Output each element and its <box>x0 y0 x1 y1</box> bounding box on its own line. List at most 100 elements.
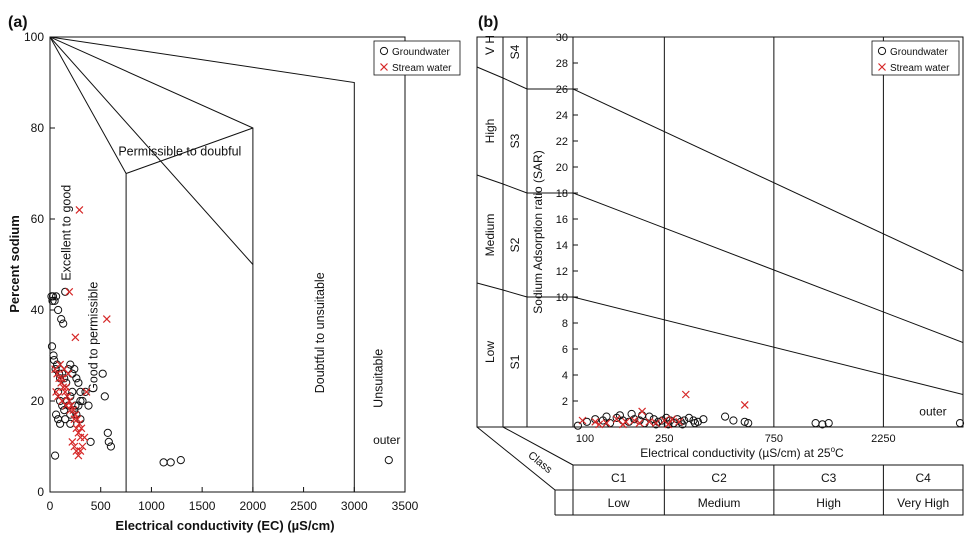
panel-b-y-tick-label: 18 <box>556 188 568 200</box>
panel-a-legend-groundwater-marker <box>379 46 389 56</box>
panel-a-groundwater-point <box>78 396 87 406</box>
panel-a-stream-point <box>59 383 68 392</box>
panel-a-groundwater-point <box>61 415 70 424</box>
panel-b-salinity-class-label: Low <box>608 496 630 510</box>
panel-b-x-tick-label: 2250 <box>871 433 895 445</box>
panel-a-groundwater-point <box>62 378 71 387</box>
panel-a-groundwater-point <box>106 442 116 451</box>
panel-b-groundwater-point <box>635 416 644 425</box>
panel-a-stream-point <box>72 424 81 433</box>
panel-a-y-tick-label: 100 <box>24 30 44 44</box>
panel-b-stream-point <box>664 420 673 429</box>
panel-a-groundwater-point <box>384 456 393 465</box>
panel-b-boundary-line <box>573 192 963 343</box>
panel-a-annotation-outer: outer <box>373 433 400 447</box>
panel-b-x-axis-label: Electrical conductivity (µS/cm) at 25oC <box>640 445 844 460</box>
panel-b-boundary-line <box>573 296 963 395</box>
panel-a-label: (a) <box>8 14 28 31</box>
panel-a-stream-point <box>52 387 61 396</box>
panel-b-groundwater-point <box>744 419 753 428</box>
panel-a-groundwater-point <box>55 369 64 378</box>
panel-b-groundwater-point <box>811 419 820 428</box>
panel-a-x-ticks: 0 500 1000 1500 2000 2500 3000 3500 <box>47 487 419 513</box>
panel-b-sodium-class-label: Medium <box>483 214 497 257</box>
panel-b-groundwater-point <box>615 411 625 420</box>
panel-a-x-tick-label: 1000 <box>138 499 165 513</box>
panel-a-groundwater-point <box>68 369 77 378</box>
panel-b-y-tick-label: 4 <box>562 370 568 382</box>
panel-b-points <box>573 390 965 430</box>
panel-a-groundwater-point <box>59 319 68 328</box>
panel-a-groundwater-point <box>98 369 107 378</box>
panel-b-stream-point <box>618 420 627 429</box>
panel-a-annotations: outer <box>373 433 400 447</box>
panel-b-annotation-outer: outer <box>919 404 946 418</box>
panel-a-groundwater-point <box>74 378 83 387</box>
panel-b-stream-point <box>668 415 676 424</box>
panel-b-stream-point <box>675 417 684 426</box>
panel-a-y-tick-label: 20 <box>31 394 45 408</box>
panel-b-salinity-class-label: Very High <box>897 496 949 510</box>
panel-b-legend-stream-marker <box>878 63 886 71</box>
panel-a-y-axis-label: Percent sodium <box>7 215 22 313</box>
panel-a-stream-point <box>75 205 84 214</box>
panel-a-stream-point <box>78 442 87 451</box>
panel-a-stream-point <box>102 315 111 324</box>
panel-a-groundwater-point <box>52 410 61 419</box>
panel-a-region-label: Good to permissible <box>87 282 101 393</box>
panel-a-groundwater-point <box>100 392 109 401</box>
panel-b-legend: Groundwater Stream water <box>871 40 960 76</box>
panel-b-y-tick-label: 10 <box>556 292 568 304</box>
panel-a-x-tick-label: 2000 <box>240 499 267 513</box>
panel-b-groundwater-point <box>699 415 708 424</box>
panel-b-sodium-class-code: S1 <box>508 354 522 369</box>
panel-b-stream-point <box>595 420 604 429</box>
panel-a-legend-box <box>373 40 461 76</box>
panel-a-groundwater-point <box>54 305 63 315</box>
panel-a-groundwater-point <box>84 401 93 410</box>
panel-a-groundwater-point <box>58 369 67 378</box>
panel-a-y-ticks: 0 20 40 60 80 100 <box>24 30 55 499</box>
panel-b-annotations: outer <box>919 404 946 418</box>
panel-b-y-tick-label: 2 <box>562 396 568 408</box>
panel-b-stream-point <box>612 415 621 424</box>
panel-b-y-tick-label: 8 <box>562 318 568 330</box>
panel-a-groundwater-point <box>81 387 90 396</box>
panel-a-groundwater-point <box>159 458 168 467</box>
panel-a-groundwater-point <box>166 458 175 467</box>
panel-b-sodium-band-divider <box>476 66 573 90</box>
panel-b-stream-point <box>638 407 647 416</box>
panel-b-y-tick-label: 16 <box>556 214 568 226</box>
panel-b-stream-point <box>591 417 600 426</box>
panel-a-stream-point <box>55 374 64 383</box>
panel-a-groundwater-point <box>54 387 63 396</box>
panel-a-stream-point <box>70 415 79 424</box>
panel-a-stream-point <box>80 433 89 442</box>
panel-a-stream-point <box>82 387 91 396</box>
panel-a-x-tick-label: 3000 <box>341 499 368 513</box>
panel-a-groundwater-point <box>86 437 95 446</box>
panel-a-region-label: Unsuitable <box>372 349 386 408</box>
panel-b-sodium-band-divider <box>476 174 573 194</box>
panel-a-stream-point <box>68 438 77 446</box>
panel-a-x-tick-label: 1500 <box>189 499 216 513</box>
panel-a-groundwater-point <box>76 387 85 396</box>
panel-a-groundwater-point <box>50 356 59 365</box>
panel-b-x-tick-label: 750 <box>765 433 783 445</box>
panel-b-x-tick-label: 100 <box>576 433 594 445</box>
panel-b-stream-point <box>635 419 644 428</box>
panel-b-groundwater-point <box>602 412 611 421</box>
panel-b-salinity-class-label: High <box>816 496 841 510</box>
panel-b-class-label: Class <box>525 449 554 476</box>
panel-b-groundwater-point <box>729 416 738 425</box>
panel-a-boundary-line <box>50 37 254 492</box>
panel-b-salinity-class-code: C2 <box>711 471 727 485</box>
panel-b-groundwater-point <box>818 420 827 429</box>
panel-b-groundwater-point <box>573 421 583 430</box>
panel-b-groundwater-point <box>591 415 600 424</box>
panel-a-groundwater-point <box>51 451 60 460</box>
panel-a-groundwater-point <box>66 410 75 419</box>
panel-a-groundwater-point <box>56 419 65 428</box>
panel-a-stream-point <box>65 397 74 405</box>
panel-a-groundwater-point <box>60 374 69 383</box>
